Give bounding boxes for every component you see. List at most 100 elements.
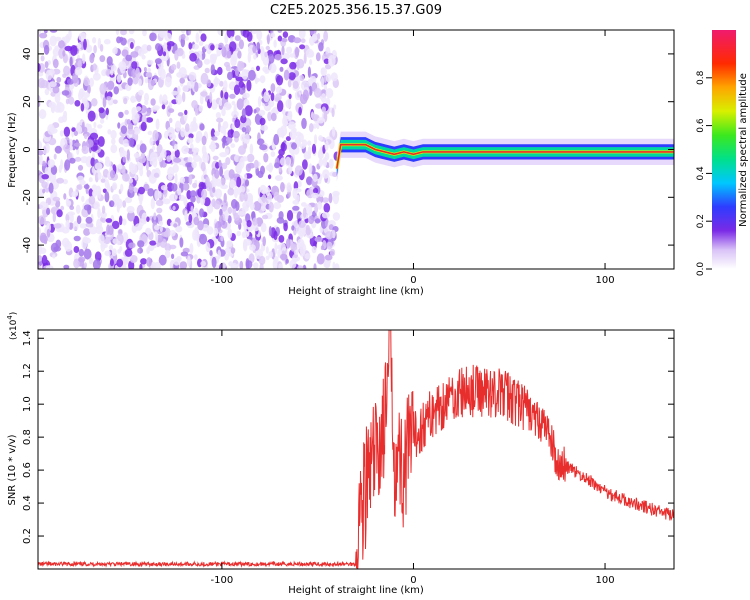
spectrogram-noise-blob: [259, 75, 266, 84]
spectrogram-noise-blob: [178, 67, 187, 78]
spectrogram-noise-blob: [279, 253, 288, 261]
spectrogram-noise-blob: [296, 211, 303, 222]
spectrogram-noise-blob: [283, 222, 288, 232]
spectrogram-noise-blob: [155, 43, 162, 52]
spectrogram-noise-blob: [192, 154, 201, 162]
spectrogram-noise-blob: [325, 88, 334, 99]
spectrogram-noise-blob: [138, 78, 142, 86]
spectrogram-noise-blob: [273, 255, 279, 264]
spectrogram-noise-blob: [78, 91, 83, 101]
spectrogram-noise-blob: [38, 255, 43, 262]
spectrogram-noise-blob: [92, 259, 101, 269]
spectrogram-noise-blob: [38, 215, 46, 225]
spectrogram-x-ticks: -100 0 100: [211, 30, 615, 286]
spectrogram-noise-blob: [64, 159, 71, 171]
spectrogram-noise-blob: [174, 149, 180, 158]
spectrogram-noise-blob: [253, 109, 257, 114]
spectrogram-noise-blob: [100, 178, 106, 183]
spectrogram-x-tick-label: -100: [211, 275, 234, 286]
spectrogram-noise-blob: [39, 32, 48, 39]
spectrogram-noise-blob: [314, 218, 321, 224]
spectrogram-noise-blob: [92, 63, 97, 71]
spectrogram-noise-blob: [187, 137, 194, 144]
spectrogram-noise-blob: [111, 248, 117, 257]
spectrogram-noise-blob: [325, 73, 332, 83]
spectrogram-noise-blob: [83, 133, 88, 140]
spectrogram-noise-blob: [324, 140, 329, 151]
spectrogram-noise-blob: [309, 123, 314, 133]
spectrogram-noise-blob: [274, 53, 282, 61]
spectrogram-noise-blob: [244, 133, 250, 145]
spectrogram-noise-blob: [85, 222, 94, 228]
spectrogram-noise-blob: [159, 68, 166, 80]
spectrogram-noise-blob: [162, 51, 167, 57]
spectrogram-noise-blob: [97, 136, 105, 147]
spectrogram-noise-blob: [230, 247, 236, 254]
spectrogram-noise-blob: [246, 79, 252, 92]
spectrogram-noise-blob: [88, 177, 93, 183]
spectrogram-noise-blob: [136, 94, 142, 103]
spectrogram-noise-blob: [120, 125, 127, 134]
spectrogram-noise-blob: [94, 251, 102, 262]
spectrogram-noise-blob: [69, 205, 75, 210]
spectrogram-noise-blob: [44, 88, 50, 96]
spectrogram-noise-blob: [87, 84, 91, 95]
spectrogram-noise-blob: [48, 81, 57, 88]
spectrogram-noise-blob: [135, 67, 140, 79]
spectrogram-noise-blob: [184, 109, 188, 115]
spectrogram-noise-blob: [277, 35, 283, 42]
spectrogram-noise-blob: [150, 197, 155, 210]
spectrogram-noise-blob: [220, 184, 229, 190]
spectrogram-noise-blob: [146, 247, 151, 254]
spectrogram-noise-blob: [201, 189, 208, 200]
spectrogram-noise-blob: [138, 89, 144, 96]
spectrogram-noise-blob: [204, 67, 210, 74]
spectrogram-noise-blob: [129, 163, 138, 175]
snr-x-label: Height of straight line (km): [288, 585, 424, 596]
spectrogram-noise-blob: [190, 195, 196, 203]
spectrogram-noise-blob: [285, 99, 292, 109]
spectrogram-noise-blob: [147, 67, 152, 73]
spectrogram-noise-blob: [54, 36, 62, 42]
spectrogram-noise-blob: [303, 151, 311, 160]
spectrogram-noise-blob: [88, 195, 96, 205]
spectrogram-noise-blob: [38, 63, 41, 72]
spectrogram-noise-blob: [262, 236, 267, 247]
spectrogram-noise-blob: [180, 127, 186, 138]
spectrogram-noise-blob: [128, 182, 134, 194]
spectrogram-noise-blob: [63, 110, 68, 119]
spectrogram-noise-blob: [302, 207, 307, 218]
spectrogram-noise-blob: [262, 55, 270, 66]
spectrogram-noise-blob: [332, 171, 338, 178]
spectrogram-noise-blob: [55, 199, 61, 208]
spectrogram-noise-blob: [241, 68, 249, 80]
spectrogram-noise-blob: [154, 58, 162, 65]
spectrogram-noise-blob: [214, 131, 220, 137]
spectrogram-noise-blob: [298, 220, 306, 229]
spectrogram-noise-blob: [154, 224, 160, 231]
spectrogram-noise-blob: [45, 69, 53, 81]
spectrogram-noise-blob: [122, 218, 127, 226]
spectrogram-noise-blob: [106, 96, 112, 101]
spectrogram-noise-blob: [235, 76, 244, 82]
colorbar-tick-label: 0.6: [696, 118, 706, 133]
snr-y-tick-label: 0.6: [22, 462, 33, 478]
spectrogram-noise-blob: [105, 107, 110, 116]
spectrogram-noise-blob: [252, 45, 257, 54]
spectrogram-noise-blob: [299, 74, 305, 82]
spectrogram-noise-blob: [194, 81, 199, 93]
spectrogram-noise-blob: [81, 121, 85, 132]
spectrogram-noise-blob: [287, 121, 296, 130]
spectrogram-noise-blob: [284, 117, 288, 127]
spectrogram-noise-blob: [284, 156, 292, 167]
spectrogram-noise-blob: [289, 259, 297, 269]
spectrogram-noise-blob: [74, 156, 82, 162]
spectrogram-noise-blob: [145, 160, 149, 171]
spectrogram-noise-blob: [126, 149, 130, 161]
snr-y-tick-label: 0.8: [22, 429, 33, 445]
spectrogram-noise-blob: [238, 145, 246, 155]
spectrogram-noise-blob: [89, 226, 98, 235]
spectrogram-noise-blob: [304, 253, 311, 260]
spectrogram-noise-blob: [44, 61, 49, 69]
spectrogram-noise-blob: [113, 46, 118, 55]
